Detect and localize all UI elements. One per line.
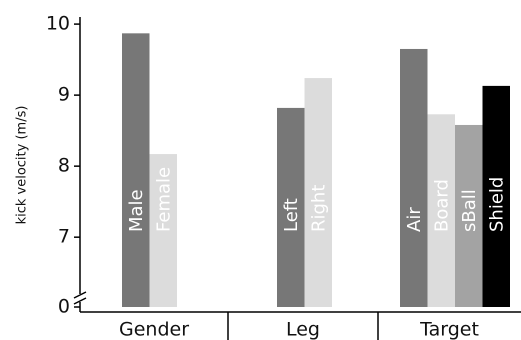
bar	[455, 124, 483, 307]
y-tick-label: 7	[58, 226, 70, 248]
bar-label: Board	[431, 179, 452, 232]
bar	[122, 33, 150, 307]
y-tick-label: 0	[58, 296, 70, 318]
bar	[427, 114, 455, 307]
bar-label: Shield	[486, 177, 507, 232]
bar-label: Left	[281, 198, 302, 232]
y-tick-label: 9	[58, 84, 70, 106]
x-group-label: Gender	[119, 319, 189, 340]
x-group-label: Leg	[286, 319, 320, 340]
bar	[304, 78, 332, 307]
axis-break	[73, 291, 87, 305]
bar	[277, 107, 305, 308]
y-tick-label: 10	[46, 13, 70, 35]
bar	[482, 85, 510, 308]
bar-label: Female	[153, 167, 174, 232]
y-tick-label: 8	[58, 155, 70, 177]
bar-label: Air	[404, 207, 425, 232]
x-group-label: Target	[419, 319, 479, 340]
bar-label: Male	[126, 189, 147, 232]
bar	[149, 154, 177, 307]
bar	[400, 48, 428, 307]
bar-label: Right	[308, 185, 329, 232]
y-axis-label: kick velocity (m/s)	[15, 106, 30, 225]
bar-label: sBall	[459, 189, 480, 232]
